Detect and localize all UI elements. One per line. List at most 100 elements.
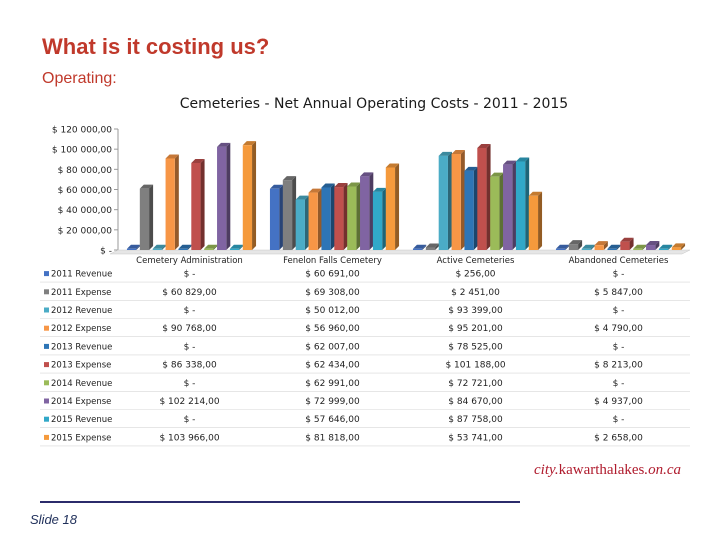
y-tick-label: $ 100 000,00 (52, 146, 112, 156)
bar-top (503, 160, 517, 165)
bar-side (279, 184, 284, 250)
bar-side (174, 154, 179, 250)
bar-side (603, 241, 608, 250)
bar-top (451, 150, 465, 155)
bar-top (152, 244, 166, 249)
bar (295, 199, 305, 250)
data-label: $ 4 790,00 (594, 324, 643, 334)
brand-logo: city.kawarthalakes.on.ca (534, 462, 681, 479)
bar-side (356, 182, 361, 250)
bar-top (438, 151, 452, 156)
data-label: $ 95 201,00 (448, 324, 503, 334)
data-label: $ 2 658,00 (594, 433, 643, 443)
legend-label: 2012 Expense (51, 324, 111, 334)
data-label: $ - (184, 306, 196, 316)
bar (425, 247, 436, 250)
bar (594, 245, 604, 250)
data-label: $ - (613, 306, 625, 316)
bar-side (629, 237, 634, 250)
data-label: $ 102 214,00 (159, 397, 219, 407)
bar (503, 164, 513, 250)
legend-swatch (44, 325, 49, 331)
data-label: $ 103 966,00 (159, 433, 219, 443)
bar-top (372, 187, 387, 192)
bar-top (385, 163, 400, 168)
data-label: $ 87 758,00 (448, 415, 503, 425)
bar-side (304, 195, 309, 250)
legend-swatch (44, 380, 49, 386)
bar (385, 167, 396, 250)
bar (178, 248, 188, 250)
data-label: $ 90 768,00 (162, 324, 217, 334)
chart-floor (109, 249, 691, 255)
bar (269, 188, 280, 250)
legend-label: 2013 Revenue (51, 342, 112, 352)
legend-label: 2014 Expense (51, 397, 111, 407)
legend-swatch (44, 362, 49, 368)
bar-top (321, 183, 335, 188)
bar (528, 195, 539, 250)
bar-top (347, 182, 361, 187)
category-label: Active Cemeteries (437, 256, 515, 266)
bar-side (422, 244, 427, 250)
y-tick-label: $ 40 000,00 (58, 206, 113, 216)
bar-side (343, 183, 348, 250)
bar (658, 248, 669, 250)
data-label: $ 256,00 (455, 270, 495, 280)
bar-top (217, 142, 231, 147)
data-label: $ 56 960,00 (305, 324, 360, 334)
data-label: $ 8 213,00 (594, 361, 643, 371)
y-tick-label: $ 20 000,00 (58, 226, 113, 236)
bar (490, 176, 500, 250)
bar-top (308, 188, 322, 193)
data-label: $ 84 670,00 (448, 397, 503, 407)
section-label: Operating: (42, 70, 117, 87)
data-label: $ 69 308,00 (305, 288, 360, 298)
footer-divider (40, 501, 520, 503)
bar-side (616, 244, 621, 250)
bar (372, 191, 383, 250)
bar-side (590, 244, 595, 250)
bar-top (360, 172, 374, 177)
bar (282, 180, 293, 250)
bar-top (581, 244, 595, 249)
bar-side (486, 143, 491, 250)
bar-top (594, 241, 608, 246)
category-label: Cemetery Administration (136, 256, 243, 266)
bar-side (460, 150, 465, 250)
legend-swatch (44, 434, 49, 440)
bar-side (200, 158, 205, 250)
bar-side (292, 176, 297, 250)
category-label: Fenelon Falls Cemetery (283, 256, 382, 266)
data-label: $ 81 818,00 (305, 433, 360, 443)
bar-side (226, 142, 231, 250)
data-label: $ 60 691,00 (305, 270, 360, 280)
bar-side (161, 244, 166, 250)
bar-side (395, 163, 400, 250)
bar (464, 170, 474, 250)
bar-top (229, 244, 244, 249)
legend-swatch (44, 307, 49, 313)
data-label: $ 72 721,00 (448, 379, 503, 389)
bar (671, 247, 682, 250)
legend-label: 2015 Expense (51, 433, 111, 443)
bar-side (578, 240, 583, 250)
data-label: $ 4 937,00 (594, 397, 643, 407)
bar (165, 158, 175, 250)
bar-side (512, 160, 517, 250)
bar-side (213, 244, 218, 250)
bar (412, 248, 423, 250)
data-label: $ - (184, 342, 196, 352)
chart-title: Cemeteries - Net Annual Operating Costs … (180, 96, 568, 112)
bar (451, 154, 461, 250)
slide-title: What is it costing us? (42, 34, 270, 59)
bar-side (136, 244, 141, 250)
bar-top (269, 184, 284, 189)
bar-top (515, 157, 530, 162)
data-label: $ 72 999,00 (305, 397, 360, 407)
bar-top (295, 195, 309, 200)
data-label: $ 2 451,00 (451, 288, 500, 298)
bar-side (382, 187, 387, 250)
data-label: $ - (184, 415, 196, 425)
bar-top (282, 176, 297, 181)
